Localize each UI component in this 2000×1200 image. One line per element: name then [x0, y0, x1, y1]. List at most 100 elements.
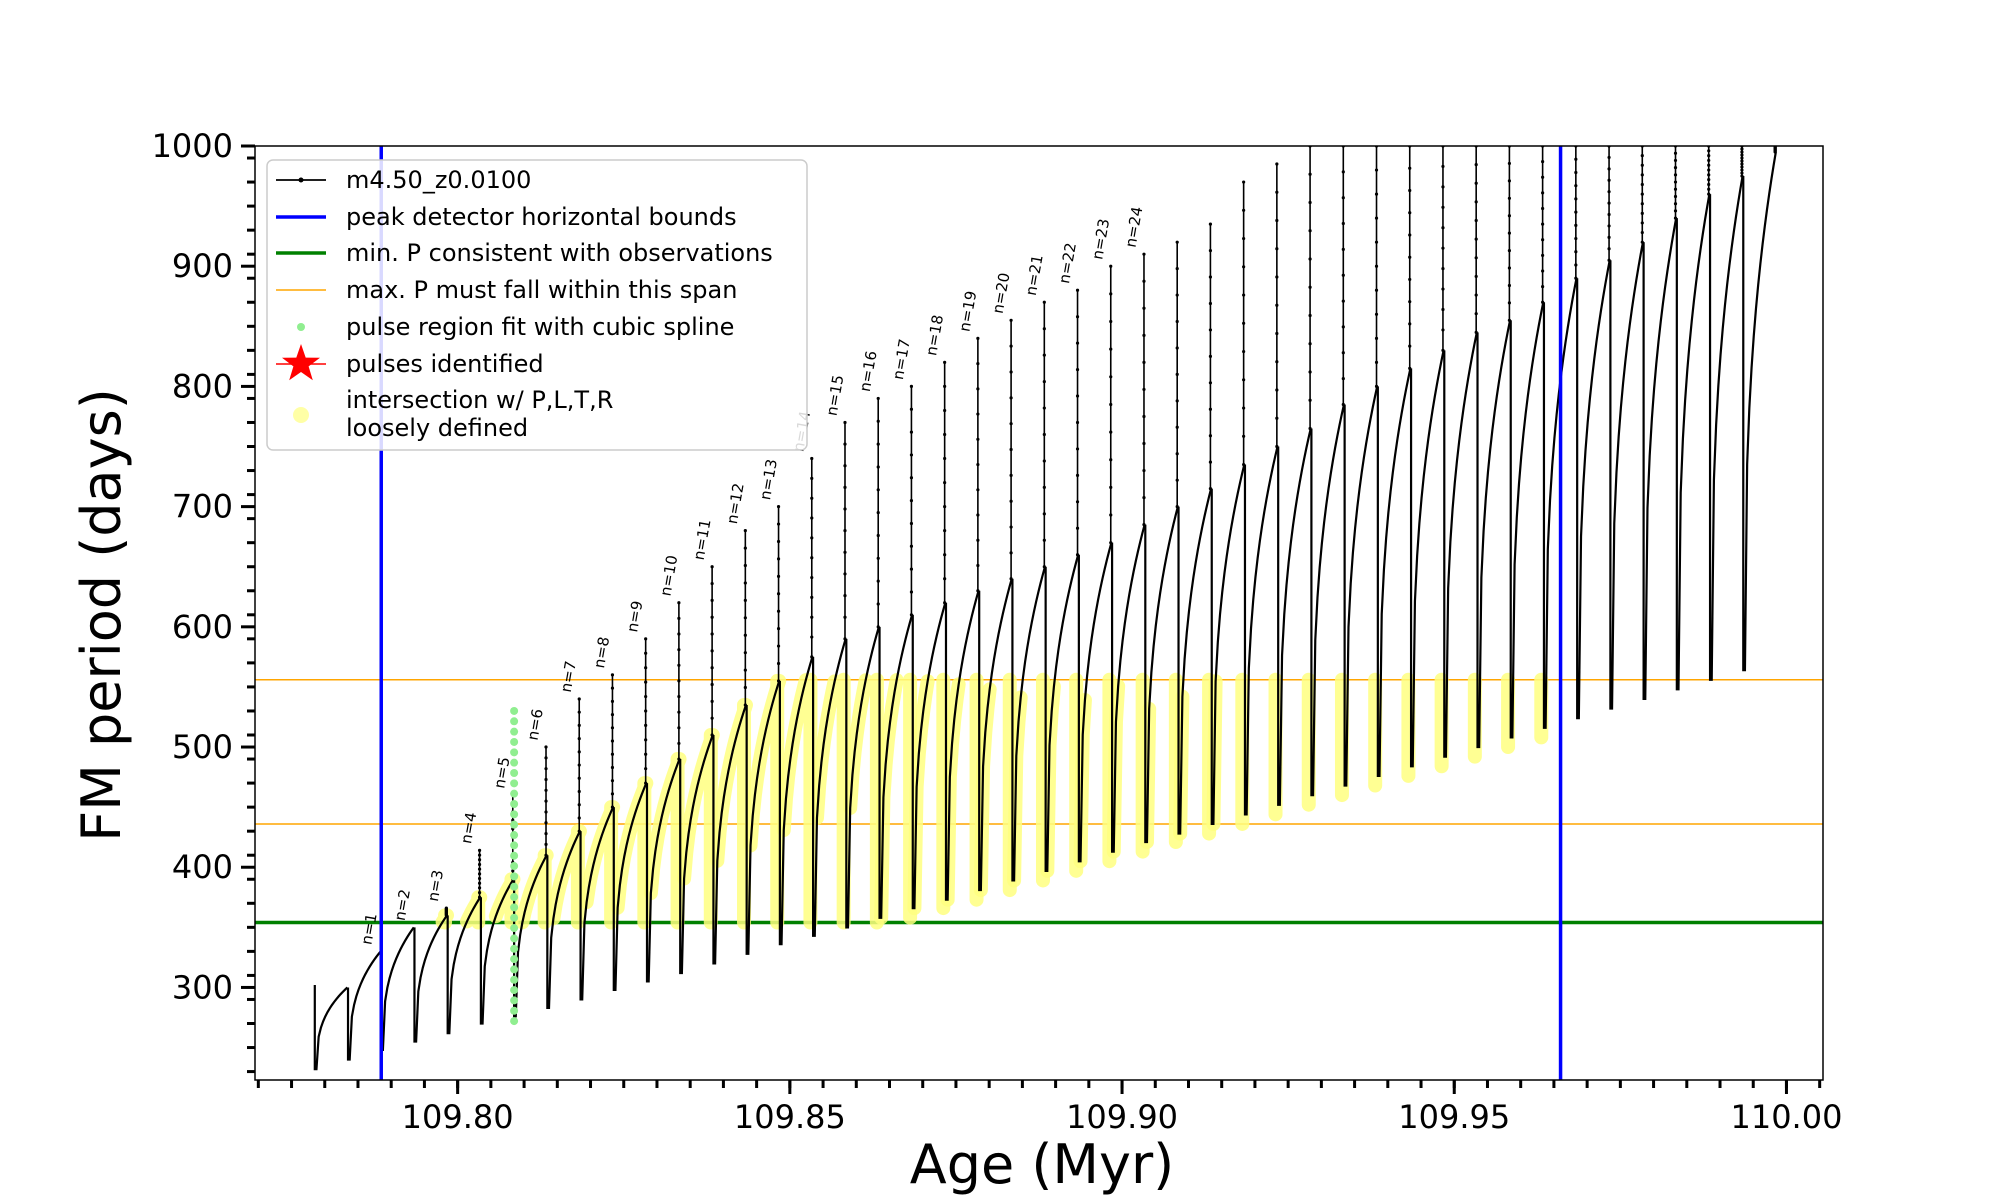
pulse-spike-point	[644, 651, 648, 655]
pulse-spike-point	[1740, 165, 1744, 169]
pulse-spike-point	[1441, 205, 1445, 209]
pulse-spike-point	[1441, 185, 1445, 189]
pulse-spike-point	[544, 821, 548, 825]
pulse-spike-point	[1341, 351, 1345, 355]
pulse-spike-point	[1075, 420, 1080, 425]
pulse-spike-point	[876, 602, 880, 606]
pulse-spike-point	[1441, 164, 1445, 169]
pulse-spike-point	[776, 522, 781, 526]
spline-point	[510, 965, 519, 974]
pulse-cycle	[1509, 302, 1545, 739]
pulse-spike-point	[1175, 319, 1179, 324]
pulse-spike-point	[610, 726, 615, 730]
intersection-band	[973, 672, 1017, 898]
pulse-spike-point	[1707, 182, 1711, 187]
pulse-spike-point	[909, 499, 914, 503]
pulse-spike-point	[511, 869, 515, 873]
pulse-spike-point	[976, 488, 980, 492]
pulse-spike-point	[544, 842, 548, 846]
legend-label-spline: pulse region fit with cubic spline	[346, 313, 734, 341]
pulse-spike-point	[610, 779, 615, 783]
spline-point	[510, 872, 519, 881]
pulse-spike-point	[644, 666, 648, 670]
pulse-spike-point	[1308, 313, 1312, 318]
pulse-spike-point	[1740, 150, 1744, 154]
pulse-spike-point	[1341, 221, 1345, 226]
pulse-spike-point	[477, 867, 482, 871]
pulse-spike-point	[776, 661, 781, 666]
pulse-cycle	[1144, 506, 1179, 844]
pulse-spike-point	[1740, 162, 1744, 166]
spline-point	[510, 758, 519, 767]
pulse-spike-point	[1042, 327, 1046, 331]
pulse-spike-point	[1640, 211, 1644, 215]
pulse-spike-point	[477, 881, 482, 885]
pulse-spike-point	[1507, 248, 1511, 253]
pulse-spike-point	[644, 723, 648, 727]
x-tick-label: 110.00	[1730, 1098, 1842, 1136]
y-tick-label: 600	[172, 608, 233, 646]
pulse-label: n=10	[656, 554, 681, 598]
pulse-cycle	[380, 926, 415, 1052]
pulse-spike-point	[1640, 154, 1644, 158]
pulse-spike-point	[677, 616, 681, 621]
pulse-spike-point	[1673, 151, 1678, 155]
pulse-spike-point	[743, 685, 747, 690]
pulse-spike-point	[1308, 370, 1312, 374]
pulse-spike-point	[1009, 473, 1013, 477]
pulse-spike-point	[1142, 468, 1146, 473]
pulse-spike-point	[1109, 347, 1113, 351]
pulse-spike-point	[1574, 170, 1578, 175]
pulse-spike-point	[943, 456, 947, 461]
pulse-spike-point	[1474, 312, 1478, 316]
pulse-cycle	[546, 830, 581, 1009]
pulse-spike-point	[1175, 267, 1179, 271]
pulse-label: n=9	[623, 599, 646, 633]
pulse-spike-point	[577, 816, 581, 820]
pulse-spike-point	[644, 637, 648, 641]
pulse-spike-point	[976, 538, 980, 542]
pulse-spike-point	[1408, 233, 1412, 237]
pulse-spike-point	[743, 598, 747, 602]
intersection-band	[907, 672, 951, 916]
pulse-cycle	[1409, 350, 1445, 768]
pulse-spike-point	[1142, 252, 1146, 256]
intersection-band	[1106, 672, 1150, 859]
pulse-spike-point	[1673, 202, 1678, 206]
spline-point	[510, 706, 519, 715]
pulse-spike-point	[1640, 182, 1644, 187]
pulse-spike-point	[1175, 346, 1179, 350]
pulse-spike-point	[1009, 525, 1013, 529]
pulse-spike-point	[544, 777, 548, 782]
spline-point	[510, 903, 519, 912]
spline-point	[510, 820, 519, 829]
pulse-label: n=13	[756, 458, 781, 502]
spline-point	[510, 748, 519, 757]
pulse-spike-point	[743, 581, 747, 585]
pulse-spike-point	[1673, 180, 1678, 184]
axes-layer: 109.80 109.85 109.90 109.95 110.00 300 400 500 6…	[152, 127, 1843, 1136]
pulse-spike-point	[1175, 293, 1179, 297]
pulse-spike-point	[677, 741, 681, 746]
pulse-spike-point	[1574, 250, 1578, 254]
spline-point	[510, 800, 519, 809]
pulse-spike-point	[677, 601, 681, 605]
pulse-cycle	[778, 656, 814, 946]
intersection-band	[843, 672, 884, 930]
pulse-spike-point	[1441, 307, 1445, 312]
data-series-layer	[313, 146, 1777, 1071]
pulse-spike-point	[1408, 255, 1412, 259]
pulse-label: n=16	[856, 349, 881, 393]
pulse-cycle	[1110, 524, 1146, 853]
spline-point	[510, 810, 519, 819]
pulse-spike-point	[1607, 178, 1611, 182]
x-tick-label: 109.90	[1066, 1098, 1178, 1136]
pulse-spike-point	[1341, 376, 1345, 381]
pulse-spike-point	[644, 694, 648, 699]
pulse-cycle	[1310, 404, 1346, 797]
pulse-spike-point	[776, 574, 781, 578]
pulse-spike-point	[677, 694, 681, 699]
spline-point	[510, 727, 519, 736]
pulse-spike-point	[610, 699, 615, 703]
intersection-band	[940, 672, 984, 907]
